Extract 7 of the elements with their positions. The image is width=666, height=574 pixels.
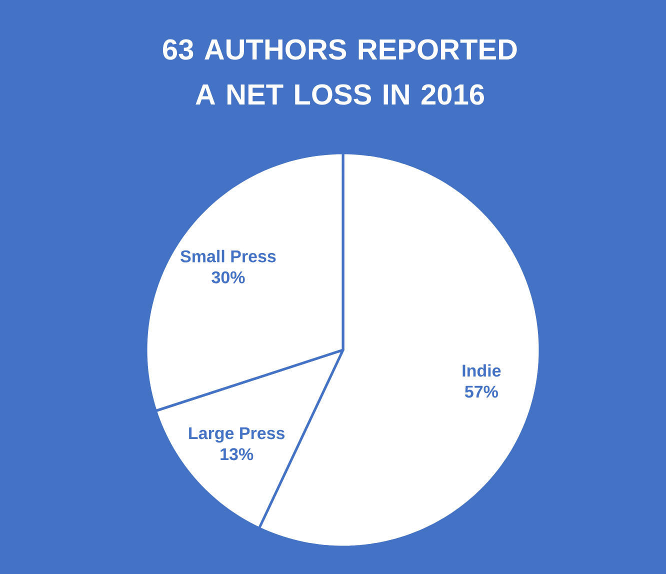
slice-label: Small Press: [180, 250, 276, 262]
data-label: 13%: [220, 448, 254, 460]
data-label: 57%: [464, 386, 498, 398]
slice-label: Indie: [462, 364, 501, 377]
data-label: 30%: [212, 271, 245, 284]
slice-label: Large Press: [189, 427, 285, 443]
chart-title: 63 AUTHORS REPORTED A NET LOSS IN 2016: [163, 39, 517, 105]
